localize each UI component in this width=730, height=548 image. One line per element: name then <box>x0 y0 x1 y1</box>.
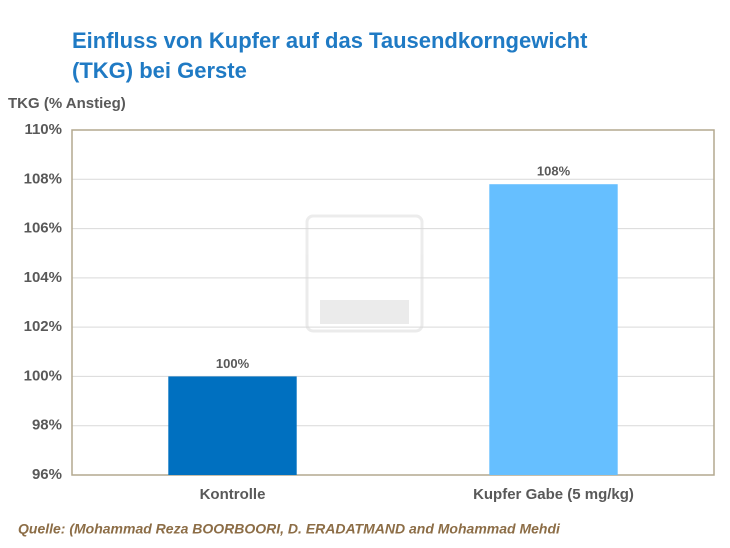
bar <box>168 376 297 475</box>
data-label: 100% <box>216 356 250 371</box>
data-label: 108% <box>537 164 571 179</box>
source: Quelle: (Mohammad Reza BOORBOORI, D. ERA… <box>18 521 561 537</box>
y-tick-label: 98% <box>32 417 62 434</box>
y-tick-label: 108% <box>24 170 62 187</box>
x-tick-label: Kupfer Gabe (5 mg/kg) <box>473 486 634 503</box>
y-tick-label: 102% <box>24 318 62 335</box>
y-axis-label: TKG (% Anstieg) <box>8 95 126 112</box>
plot-border <box>71 129 715 476</box>
y-tick-label: 96% <box>32 466 62 483</box>
y-tick-label: 104% <box>24 269 62 286</box>
watermark <box>305 214 424 333</box>
chart-title: (TKG) bei Gerste <box>72 58 247 83</box>
x-tick-label: Kontrolle <box>200 486 266 503</box>
chart-title: Einfluss von Kupfer auf das Tausendkorng… <box>72 28 588 53</box>
y-tick-label: 100% <box>24 367 62 384</box>
y-tick-label: 110% <box>24 121 62 138</box>
bar <box>489 184 618 475</box>
y-tick-label: 106% <box>24 220 62 237</box>
